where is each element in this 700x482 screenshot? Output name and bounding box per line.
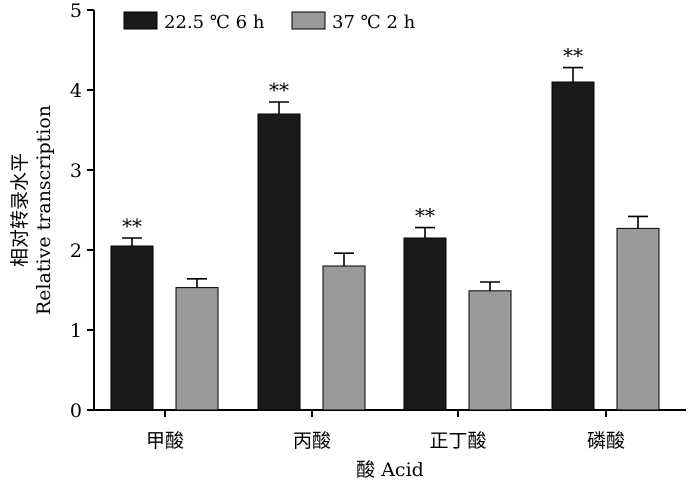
significance-marker: **	[122, 214, 142, 238]
legend-swatch	[123, 11, 158, 30]
y-tick-label: 4	[70, 80, 82, 102]
x-tick-label: 丙酸	[293, 430, 331, 452]
legend-label: 22.5 ℃ 6 h	[164, 12, 265, 33]
x-tick-label: 甲酸	[146, 430, 184, 452]
bar	[257, 113, 301, 411]
x-axis-title: 酸 Acid	[356, 459, 424, 481]
bar	[403, 237, 447, 411]
y-axis-title-english: Relative transcription	[33, 105, 55, 315]
bars: ** ** ** **	[110, 44, 660, 411]
y-tick-label: 2	[70, 240, 82, 262]
y-tick-label: 3	[70, 160, 82, 182]
significance-marker: **	[269, 78, 289, 102]
y-axis-title-chinese: 相对转录水平	[9, 153, 31, 267]
bar	[175, 287, 219, 411]
significance-marker: **	[563, 44, 583, 68]
bar	[468, 290, 512, 411]
x-tick-label: 磷酸	[587, 430, 625, 452]
bar	[322, 265, 366, 411]
legend-swatch	[291, 11, 326, 30]
y-tick-label: 0	[70, 400, 82, 422]
bar	[616, 227, 660, 411]
bar	[110, 245, 154, 411]
significance-marker: **	[415, 204, 435, 228]
bar	[551, 81, 595, 411]
legend: 22.5 ℃ 6 h 37 ℃ 2 h	[123, 11, 416, 33]
y-tick-label: 5	[70, 0, 82, 22]
x-tick-label: 正丁酸	[429, 430, 486, 452]
y-tick-label: 1	[70, 320, 82, 342]
legend-label: 37 ℃ 2 h	[332, 12, 416, 33]
